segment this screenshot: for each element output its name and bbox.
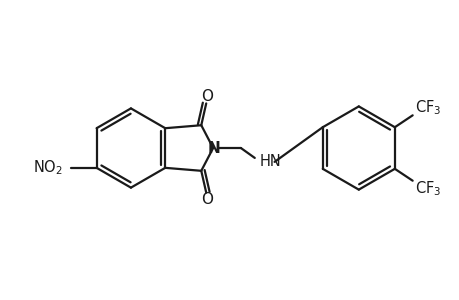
Text: CF$_3$: CF$_3$ [414, 98, 440, 117]
Text: HN: HN [259, 154, 281, 169]
Text: NO$_2$: NO$_2$ [33, 158, 63, 177]
Text: N: N [207, 140, 220, 155]
Text: O: O [201, 192, 213, 207]
Text: CF$_3$: CF$_3$ [414, 179, 440, 198]
Text: O: O [201, 89, 213, 104]
